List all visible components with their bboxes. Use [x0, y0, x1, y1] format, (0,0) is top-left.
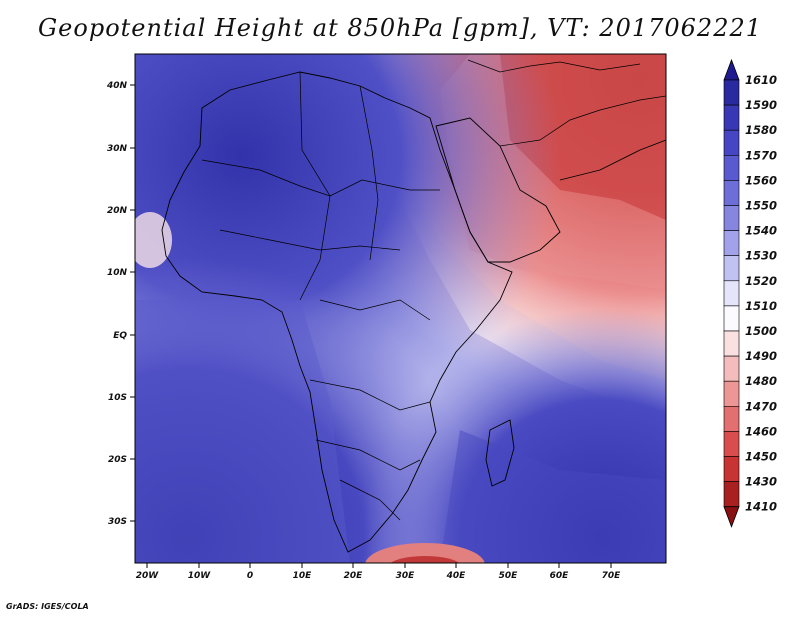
colorbar-label: 1570 — [745, 148, 777, 162]
colorbar-label: 1530 — [745, 249, 777, 263]
colorbar-label: 1450 — [745, 450, 777, 464]
map-title: Geopotential Height at 850hPa [gpm], VT:… — [38, 14, 762, 42]
colorbar-swatch — [723, 180, 740, 206]
colorbar-swatch — [723, 481, 740, 508]
lat-label: 30N — [107, 144, 128, 154]
colorbar: 1610 1590 1580 1570 1560 1550 1540 1530 1520 1510… — [723, 58, 777, 528]
lat-label: EQ — [113, 331, 127, 341]
lon-label: 70E — [602, 571, 622, 581]
lat-label: 10S — [108, 393, 127, 403]
colorbar-label: 1490 — [745, 349, 777, 363]
colorbar-label: 1560 — [745, 173, 777, 187]
lon-label: 30E — [396, 571, 416, 581]
colorbar-label: 1460 — [745, 424, 777, 438]
colorbar-swatch — [723, 380, 740, 407]
colorbar-label: 1610 — [745, 73, 777, 87]
colorbar-swatch — [723, 405, 740, 432]
colorbar-label: 1500 — [745, 324, 777, 338]
colorbar-swatch — [723, 79, 740, 106]
colorbar-label: 1470 — [745, 399, 777, 413]
colorbar-swatch — [723, 280, 740, 307]
colorbar-label: 1540 — [745, 224, 777, 238]
credit-text: GrADS: IGES/COLA — [6, 602, 89, 611]
colorbar-label: 1410 — [745, 500, 777, 514]
arabia-coast — [435, 117, 561, 263]
colorbar-label: 1550 — [745, 199, 777, 213]
geopotential-field — [135, 54, 666, 563]
colorbar-swatch — [723, 456, 740, 482]
axis-ticks — [130, 84, 612, 568]
colorbar-swatch — [723, 205, 740, 231]
map-frame — [134, 53, 667, 564]
lat-label: 10N — [107, 268, 128, 278]
lon-label: 40E — [446, 571, 467, 581]
lat-label: 20S — [108, 455, 127, 465]
colorbar-label: 1520 — [745, 274, 777, 288]
lat-label: 30S — [108, 517, 127, 527]
longitude-labels: 20W 10W 0 10E 20E 30E 40E 50E 60E 70E — [136, 571, 621, 581]
colorbar-top-arrow — [723, 58, 740, 81]
colorbar-swatch — [723, 305, 740, 332]
lon-label: 0 — [247, 571, 253, 581]
colorbar-swatch — [723, 330, 740, 357]
field-red-south — [365, 543, 485, 563]
colorbar-label: 1590 — [745, 98, 777, 112]
africa-coast — [161, 71, 513, 553]
colorbar-swatch — [723, 104, 740, 131]
colorbar-label: 1580 — [745, 123, 777, 137]
lon-label: 50E — [499, 571, 519, 581]
colorbar-swatch — [723, 129, 740, 156]
madagascar-coast — [485, 419, 515, 487]
colorbar-label: 1510 — [745, 299, 777, 313]
lat-label: 40N — [106, 81, 128, 91]
colorbar-swatch — [723, 355, 740, 382]
lon-label: 10W — [188, 571, 212, 581]
colorbar-bottom-arrow — [723, 506, 740, 528]
lat-label: 20N — [107, 206, 128, 216]
colorbar-label: 1430 — [745, 475, 777, 489]
colorbar-swatch — [723, 255, 740, 282]
colorbar-label: 1480 — [745, 374, 777, 388]
colorbar-swatch — [723, 155, 740, 181]
lon-label: 10E — [293, 571, 313, 581]
lon-label: 60E — [550, 571, 570, 581]
latitude-labels: 40N 30N 20N 10N EQ 10S 20S 30S — [106, 81, 128, 527]
lon-label: 20E — [344, 571, 364, 581]
lon-label: 20W — [136, 571, 160, 581]
colorbar-swatch — [723, 431, 740, 457]
colorbar-swatch — [723, 230, 740, 257]
coastlines — [161, 59, 666, 553]
